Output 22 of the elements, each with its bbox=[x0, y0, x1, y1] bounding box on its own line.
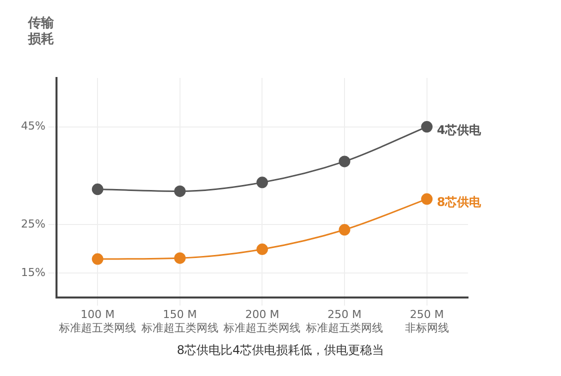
y-tick-label: 25% bbox=[20, 217, 46, 230]
point bbox=[174, 185, 186, 197]
point bbox=[174, 252, 186, 264]
text: 8芯供电比4芯供电损耗低，供电更稳当 bbox=[176, 342, 386, 359]
x-tick-label: 250 M 非标网线 bbox=[404, 308, 449, 334]
x-tick-label: 150 M 标准超五类网线 bbox=[140, 308, 218, 334]
x-tick-label: 250 M 标准超五类网线 bbox=[305, 308, 384, 334]
y-tick-label: 45% bbox=[20, 120, 46, 133]
point bbox=[256, 176, 268, 188]
point bbox=[92, 253, 104, 265]
point bbox=[338, 156, 350, 168]
point bbox=[92, 184, 104, 196]
series-label: 4芯供电 bbox=[436, 122, 482, 137]
y-axis-title: 传输损耗 bbox=[28, 16, 55, 48]
point bbox=[421, 193, 433, 205]
y-tick-label: 15% bbox=[20, 266, 46, 280]
x-tick-label: 100 M 标准超五类网线 bbox=[58, 308, 136, 334]
point bbox=[256, 244, 268, 256]
point bbox=[338, 224, 350, 236]
x-tick-label: 200 M 标准超五类网线 bbox=[222, 308, 301, 334]
series-label: 8芯供电 bbox=[436, 195, 482, 210]
point bbox=[421, 121, 433, 133]
